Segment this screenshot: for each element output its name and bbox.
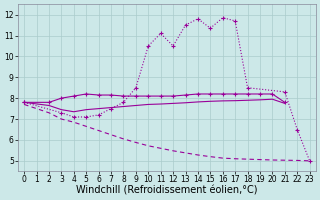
X-axis label: Windchill (Refroidissement éolien,°C): Windchill (Refroidissement éolien,°C) — [76, 186, 258, 196]
